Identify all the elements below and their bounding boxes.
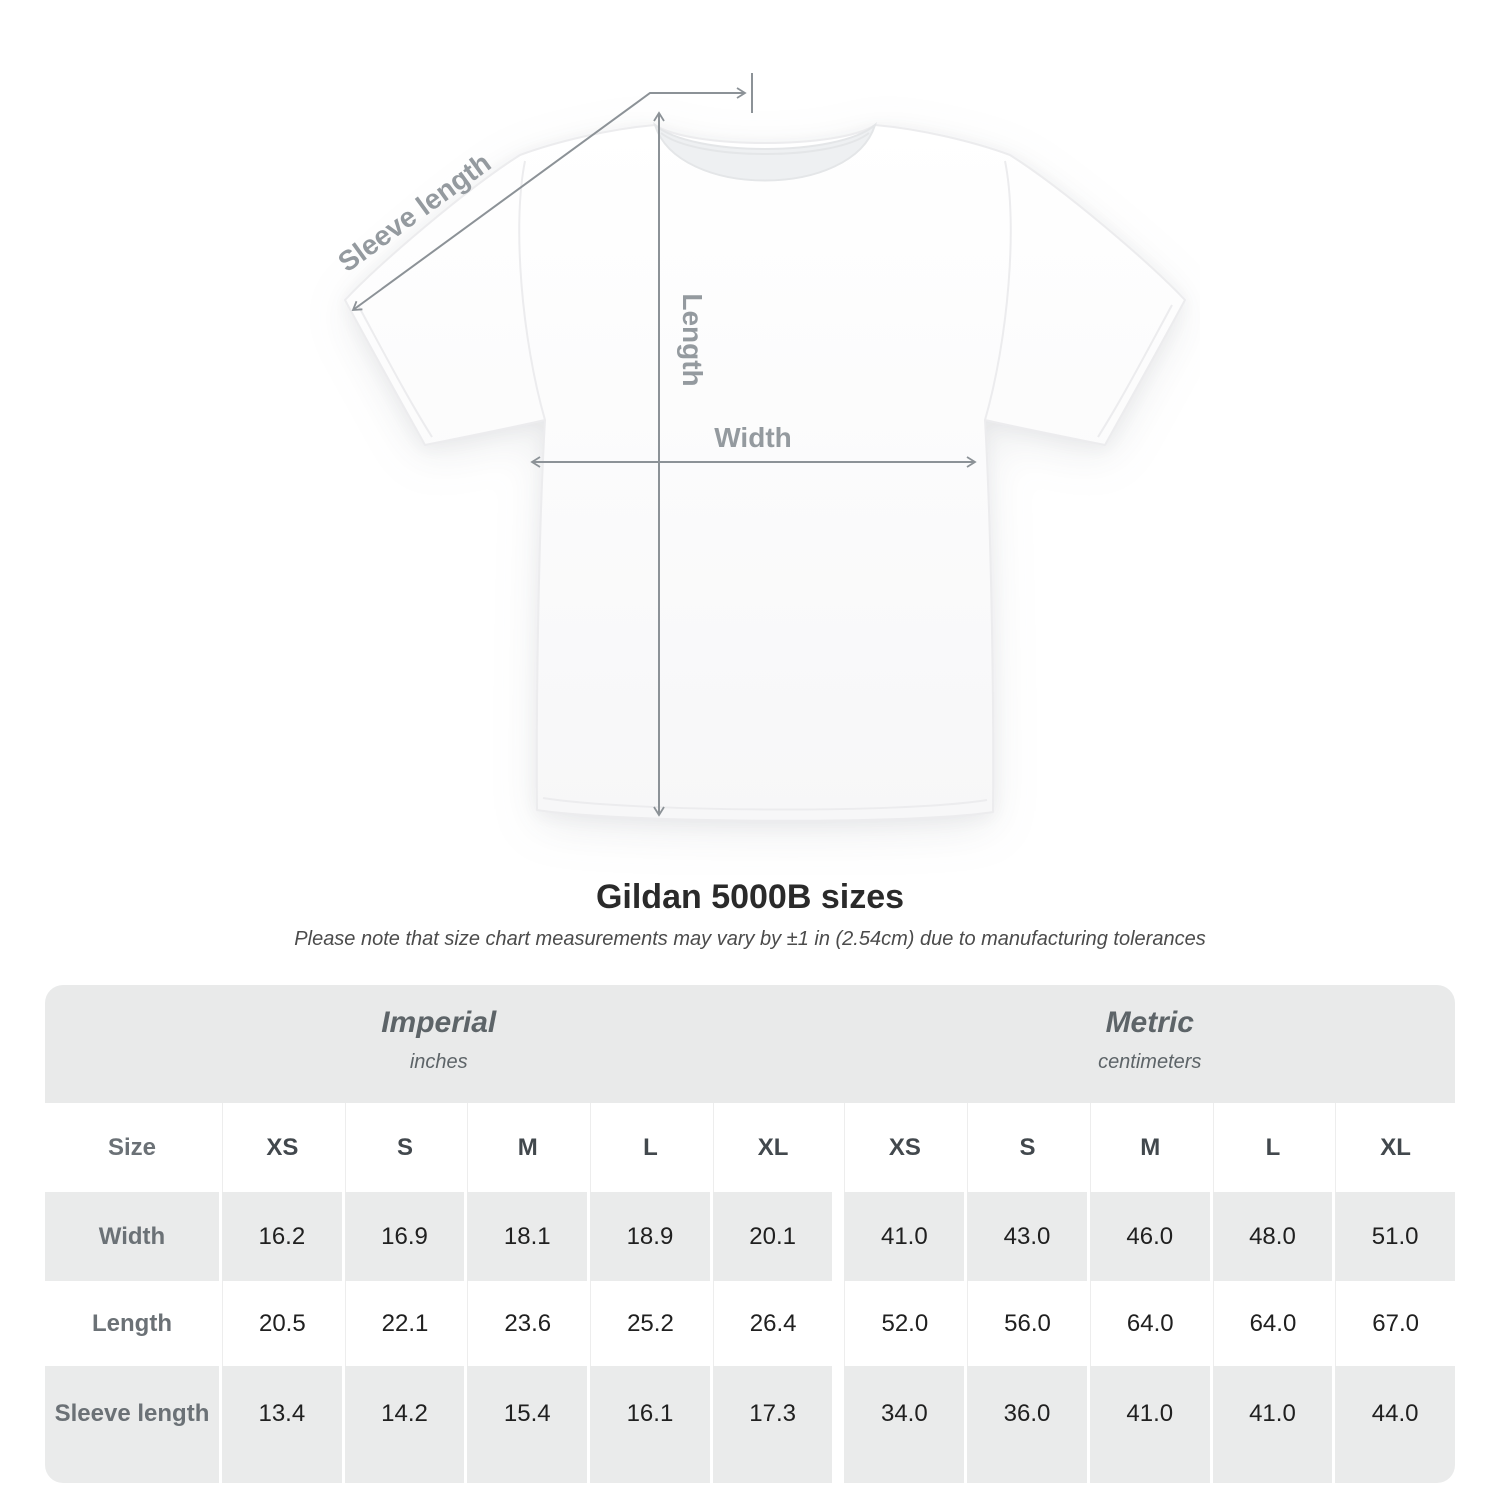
- size-col-metric-xs: XS: [844, 1103, 965, 1192]
- size-col-imperial-l: L: [590, 1103, 710, 1192]
- width-imperial-m: 18.1: [467, 1192, 588, 1281]
- width-label: Width: [714, 422, 792, 453]
- length-metric-s: 56.0: [967, 1281, 1087, 1366]
- group-gap: [835, 1103, 841, 1192]
- sleeve-metric-l: 41.0: [1212, 1366, 1333, 1483]
- width-imperial-xl: 20.1: [712, 1192, 833, 1281]
- length-metric-l: 64.0: [1212, 1281, 1333, 1366]
- imperial-unit: inches: [409, 1051, 468, 1073]
- width-metric-m: 46.0: [1089, 1192, 1210, 1281]
- table-row-length: Length 20.5 22.1 23.6 25.2 26.4 52.0 56.…: [45, 1281, 1455, 1366]
- width-imperial-s: 16.9: [344, 1192, 465, 1281]
- group-gap: [835, 1192, 841, 1281]
- size-header-label: Size: [45, 1103, 219, 1192]
- tshirt-graphic: [344, 121, 1186, 822]
- width-imperial-xs: 16.2: [222, 1192, 342, 1281]
- length-metric-xl: 67.0: [1335, 1281, 1455, 1366]
- imperial-group-header: Imperial inches: [45, 985, 833, 1103]
- sleeve-imperial-s: 14.2: [344, 1366, 465, 1483]
- size-col-imperial-xl: XL: [712, 1103, 833, 1192]
- size-col-metric-xl: XL: [1335, 1103, 1455, 1192]
- imperial-label: Imperial: [381, 1006, 497, 1039]
- length-imperial-xs: 20.5: [222, 1281, 342, 1366]
- sleeve-row-label: Sleeve length: [45, 1366, 219, 1483]
- sleeve-metric-xs: 34.0: [844, 1366, 965, 1483]
- width-imperial-l: 18.9: [590, 1192, 710, 1281]
- length-metric-m: 64.0: [1089, 1281, 1210, 1366]
- width-metric-xs: 41.0: [844, 1192, 965, 1281]
- width-metric-xl: 51.0: [1335, 1192, 1455, 1281]
- length-row-label: Length: [45, 1281, 219, 1366]
- size-col-metric-m: M: [1089, 1103, 1210, 1192]
- sleeve-imperial-m: 15.4: [467, 1366, 588, 1483]
- sleeve-imperial-l: 16.1: [590, 1366, 710, 1483]
- metric-unit: centimeters: [1098, 1051, 1202, 1073]
- length-metric-xs: 52.0: [844, 1281, 965, 1366]
- length-imperial-xl: 26.4: [712, 1281, 833, 1366]
- size-col-imperial-xs: XS: [222, 1103, 342, 1192]
- size-header-row: Size XS S M L XL XS S M L XL: [45, 1103, 1455, 1192]
- sleeve-length-arrow: [351, 87, 747, 312]
- sleeve-metric-s: 36.0: [967, 1366, 1087, 1483]
- group-gap: [835, 1366, 841, 1483]
- size-col-metric-s: S: [967, 1103, 1087, 1192]
- length-imperial-m: 23.6: [467, 1281, 588, 1366]
- sleeve-metric-m: 41.0: [1089, 1366, 1210, 1483]
- page-title: Gildan 5000B sizes: [595, 878, 905, 916]
- size-chart-table: Imperial inches Metric centimeters Size …: [45, 985, 1455, 1483]
- length-imperial-l: 25.2: [590, 1281, 710, 1366]
- width-row-label: Width: [45, 1192, 219, 1281]
- size-col-imperial-m: M: [467, 1103, 588, 1192]
- size-col-imperial-s: S: [344, 1103, 465, 1192]
- width-metric-s: 43.0: [967, 1192, 1087, 1281]
- width-metric-l: 48.0: [1212, 1192, 1333, 1281]
- table-row-width: Width 16.2 16.9 18.1 18.9 20.1 41.0 43.0…: [45, 1192, 1455, 1281]
- metric-group-header: Metric centimeters: [845, 985, 1456, 1103]
- tshirt-measurement-diagram: Sleeve length Length Width: [332, 73, 1186, 822]
- length-label: Length: [677, 293, 708, 386]
- sleeve-metric-xl: 44.0: [1335, 1366, 1455, 1483]
- tolerance-note: Please note that size chart measurements…: [294, 928, 1206, 950]
- group-gap: [835, 1281, 841, 1366]
- size-col-metric-l: L: [1212, 1103, 1333, 1192]
- metric-label: Metric: [1105, 1006, 1194, 1039]
- table-row-sleeve-length: Sleeve length 13.4 14.2 15.4 16.1 17.3 3…: [45, 1366, 1455, 1483]
- sleeve-imperial-xl: 17.3: [712, 1366, 833, 1483]
- length-imperial-s: 22.1: [344, 1281, 465, 1366]
- unit-header-row: Imperial inches Metric centimeters: [45, 985, 1455, 1103]
- sleeve-imperial-xs: 13.4: [222, 1366, 342, 1483]
